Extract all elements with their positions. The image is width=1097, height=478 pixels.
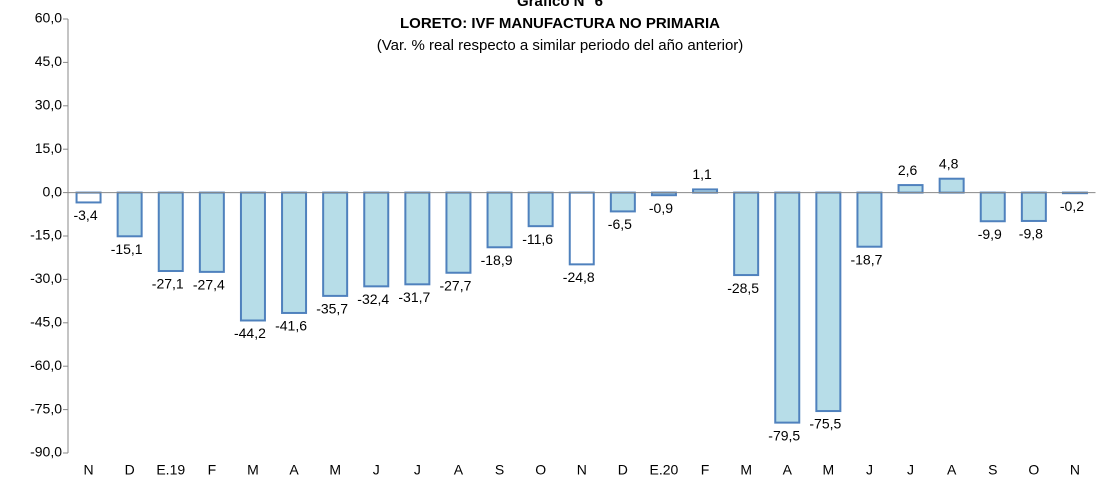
bar (198, 191, 225, 273)
value-label: -6,5 (608, 216, 632, 232)
y-tick-label: 60,0 (35, 10, 62, 26)
bar (609, 191, 636, 213)
bar (979, 191, 1006, 223)
x-tick-label: A (947, 462, 957, 478)
chart-title: Gráfico N° 6 (517, 0, 603, 10)
x-tick-label: D (125, 462, 135, 478)
value-label: -11,6 (522, 231, 553, 247)
y-tick-label: -45,0 (30, 314, 62, 330)
value-label: -32,4 (357, 291, 389, 307)
bar (404, 191, 431, 286)
value-label: -9,8 (1019, 226, 1043, 242)
value-label: -79,5 (768, 427, 800, 443)
x-tick-label: J (373, 462, 380, 478)
value-label: -15,1 (111, 241, 143, 257)
x-tick-label: A (783, 462, 793, 478)
y-tick-label: 30,0 (35, 97, 62, 113)
bar (774, 191, 801, 424)
y-tick-label: 45,0 (35, 53, 62, 69)
value-label: -75,5 (809, 416, 841, 432)
value-label: -3,4 (73, 207, 97, 223)
value-label: -27,4 (193, 277, 225, 293)
x-tick-label: A (454, 462, 464, 478)
x-tick-label: N (1070, 462, 1080, 478)
x-tick-label: A (289, 462, 299, 478)
value-label: -9,9 (978, 226, 1002, 242)
y-tick-label: -90,0 (30, 444, 62, 460)
bar (733, 191, 760, 277)
x-tick-label: N (577, 462, 587, 478)
x-tick-label: E.20 (650, 462, 679, 478)
bar (527, 191, 554, 228)
bar (363, 191, 390, 288)
chart-note: (Var. % real respecto a similar periodo … (377, 37, 744, 54)
value-label: -27,1 (152, 276, 184, 292)
x-tick-label: J (866, 462, 873, 478)
value-label: -44,2 (234, 325, 266, 341)
value-label: -18,7 (850, 251, 882, 267)
x-tick-label: M (740, 462, 752, 478)
x-tick-label: D (618, 462, 628, 478)
chart-subtitle: LORETO: IVF MANUFACTURA NO PRIMARIA (400, 15, 720, 32)
bar (568, 191, 595, 266)
bar (897, 184, 924, 194)
y-tick-label: -30,0 (30, 270, 62, 286)
bar (157, 191, 184, 273)
y-tick-label: -60,0 (30, 357, 62, 373)
bar (486, 191, 513, 249)
value-label: -24,8 (563, 269, 595, 285)
bar (281, 191, 308, 314)
value-label: 4,8 (939, 155, 959, 171)
y-tick-label: -15,0 (30, 227, 62, 243)
value-label: -31,7 (398, 289, 430, 305)
x-tick-label: O (1028, 462, 1039, 478)
bar (938, 177, 965, 194)
y-tick-label: 15,0 (35, 140, 62, 156)
x-tick-label: E.19 (156, 462, 185, 478)
bar (322, 191, 349, 297)
value-label: -27,7 (439, 277, 471, 293)
y-tick-label: -75,0 (30, 400, 62, 416)
x-tick-label: J (414, 462, 421, 478)
value-label: 1,1 (692, 166, 712, 182)
value-label: -41,6 (275, 318, 307, 334)
bar (1020, 191, 1047, 222)
x-tick-label: N (83, 462, 93, 478)
value-label: -0,9 (649, 200, 673, 216)
x-tick-label: M (247, 462, 259, 478)
bar (75, 191, 102, 204)
bar (116, 191, 143, 238)
x-tick-label: S (988, 462, 997, 478)
x-tick-label: J (907, 462, 914, 478)
y-tick-label: 0,0 (43, 183, 63, 199)
value-label: -35,7 (316, 301, 348, 317)
x-tick-label: O (535, 462, 546, 478)
value-label: -18,9 (481, 252, 513, 268)
x-tick-label: F (208, 462, 217, 478)
x-tick-label: M (823, 462, 835, 478)
bar (856, 191, 883, 248)
value-label: 2,6 (898, 162, 918, 178)
x-tick-label: F (701, 462, 710, 478)
value-label: -28,5 (727, 280, 759, 296)
x-tick-label: M (329, 462, 341, 478)
bar (445, 191, 472, 274)
value-label: -0,2 (1060, 198, 1084, 214)
bar (239, 191, 266, 322)
x-tick-label: S (495, 462, 504, 478)
bar (815, 191, 842, 413)
